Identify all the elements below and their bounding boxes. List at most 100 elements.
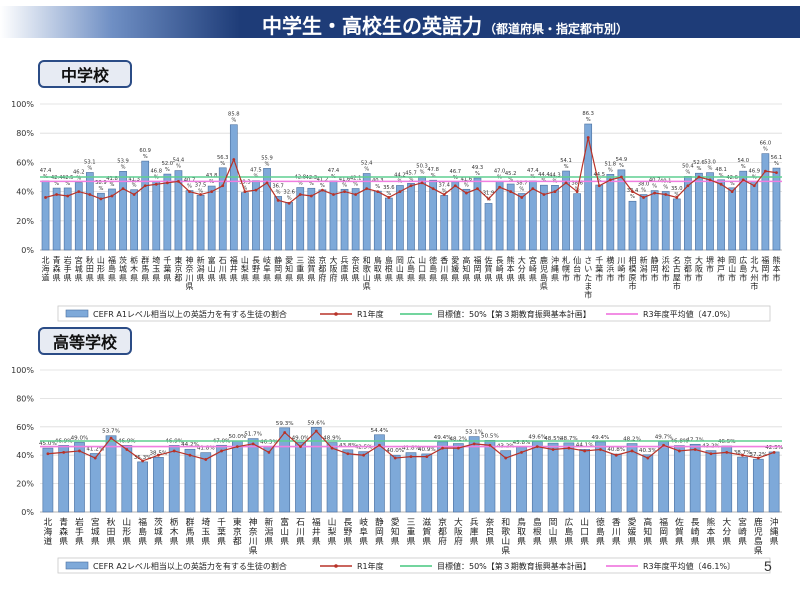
r1-point bbox=[608, 178, 612, 182]
r1-point bbox=[354, 193, 358, 196]
r1-point bbox=[597, 184, 601, 188]
x-category-label: 京都府 bbox=[318, 255, 326, 282]
bar bbox=[540, 184, 548, 251]
x-category-label: 和歌山県 bbox=[363, 256, 371, 291]
bar bbox=[358, 451, 369, 513]
y-tick-label: 0% bbox=[21, 246, 34, 255]
r1-point bbox=[99, 197, 103, 201]
x-category-label: 富山県 bbox=[208, 255, 216, 282]
r1-point bbox=[376, 190, 380, 194]
bar bbox=[418, 176, 426, 251]
r1-point bbox=[542, 193, 546, 196]
x-category-label: 愛媛県 bbox=[451, 255, 459, 282]
bar bbox=[141, 160, 150, 251]
r1-point bbox=[109, 436, 113, 440]
data-label-percent: % bbox=[121, 164, 126, 170]
bar bbox=[531, 441, 543, 513]
x-category-label: 宮崎県 bbox=[529, 255, 537, 282]
bar bbox=[721, 445, 733, 513]
data-label-percent: % bbox=[774, 161, 779, 167]
r1-point bbox=[509, 190, 513, 194]
data-label-percent: % bbox=[730, 181, 735, 187]
bar bbox=[650, 190, 659, 251]
r1-point bbox=[520, 450, 523, 454]
data-label: 49.0% bbox=[71, 435, 89, 441]
bar bbox=[85, 172, 94, 251]
x-category-label: 大分県 bbox=[722, 516, 731, 547]
section-label-junior-high: 中学校 bbox=[38, 60, 132, 88]
bar bbox=[440, 195, 449, 251]
bar bbox=[41, 180, 50, 251]
bar bbox=[595, 441, 606, 513]
data-label: 39.3 bbox=[239, 180, 251, 186]
r1-point bbox=[362, 453, 366, 457]
data-label: 85.8 bbox=[228, 112, 240, 118]
bar bbox=[405, 452, 417, 513]
y-tick-label: 80% bbox=[16, 394, 34, 403]
x-category-label: 神奈川県 bbox=[186, 255, 194, 291]
r1-point bbox=[631, 190, 634, 194]
x-category-label: 広島県 bbox=[407, 255, 415, 282]
bar bbox=[451, 181, 460, 251]
r1-point bbox=[210, 190, 214, 194]
x-category-label: 宮崎県 bbox=[738, 516, 747, 547]
r1-point bbox=[44, 196, 47, 199]
bar bbox=[573, 193, 581, 251]
r1-point bbox=[420, 181, 424, 185]
legend-bar-label: CEFR A2レベル相当以上の英語力を有する生徒の割合 bbox=[93, 561, 287, 571]
bar bbox=[506, 183, 515, 251]
data-label: 42.3% bbox=[765, 445, 783, 451]
bar bbox=[74, 442, 85, 513]
r1-point bbox=[677, 449, 681, 453]
y-tick-label: 60% bbox=[16, 158, 34, 167]
r1-point bbox=[772, 450, 776, 454]
bar bbox=[329, 180, 338, 251]
x-category-label: 高知県 bbox=[643, 516, 652, 547]
data-label-percent: % bbox=[198, 188, 203, 194]
x-category-label: 福岡県 bbox=[473, 256, 481, 282]
x-category-label: 岡山市 bbox=[728, 256, 736, 282]
bar bbox=[407, 182, 415, 251]
r1-point bbox=[346, 452, 350, 456]
x-category-label: 北海道 bbox=[42, 256, 50, 282]
r1-point bbox=[708, 178, 712, 182]
x-category-label: 新潟市 bbox=[640, 255, 648, 282]
x-category-label: 熊本県 bbox=[507, 255, 515, 282]
x-category-label: 新潟県 bbox=[197, 255, 205, 282]
data-label-percent: % bbox=[663, 184, 668, 190]
data-label: 54.0 bbox=[737, 158, 749, 164]
bar bbox=[695, 172, 703, 251]
r1-point bbox=[125, 448, 129, 451]
data-label: 49.3 bbox=[472, 165, 484, 171]
bar bbox=[340, 188, 349, 251]
r1-point bbox=[686, 184, 690, 188]
r1-point bbox=[472, 442, 476, 446]
r1-point bbox=[157, 453, 160, 457]
data-label: 38.9 bbox=[95, 180, 107, 186]
data-label-percent: % bbox=[132, 183, 137, 189]
data-label: 47.4 bbox=[40, 168, 52, 174]
data-label: 42.5% bbox=[355, 445, 373, 451]
bar bbox=[672, 198, 681, 251]
data-label: 52.6 bbox=[693, 160, 705, 166]
bar bbox=[296, 187, 305, 251]
bar bbox=[63, 187, 72, 251]
bar bbox=[752, 458, 764, 513]
title-bar: 中学生・高校生の英語力 （都道府県・指定都市別） bbox=[0, 6, 800, 38]
data-label-percent: % bbox=[475, 171, 480, 177]
data-label: 37.4 bbox=[438, 182, 450, 188]
x-category-label: 宮城県 bbox=[75, 255, 83, 282]
x-category-label: 大阪府 bbox=[454, 516, 463, 547]
y-tick-label: 20% bbox=[16, 480, 34, 489]
data-label: 37.2% bbox=[749, 452, 767, 458]
bar bbox=[626, 443, 638, 513]
x-category-label: 福井県 bbox=[312, 516, 321, 547]
r1-point bbox=[276, 198, 280, 202]
bar bbox=[351, 188, 360, 251]
r1-point bbox=[763, 169, 767, 173]
bar bbox=[119, 171, 127, 251]
data-label-percent: % bbox=[696, 166, 701, 172]
data-label: 54.4% bbox=[371, 428, 389, 434]
r1-point bbox=[741, 453, 744, 457]
bar bbox=[374, 434, 385, 513]
